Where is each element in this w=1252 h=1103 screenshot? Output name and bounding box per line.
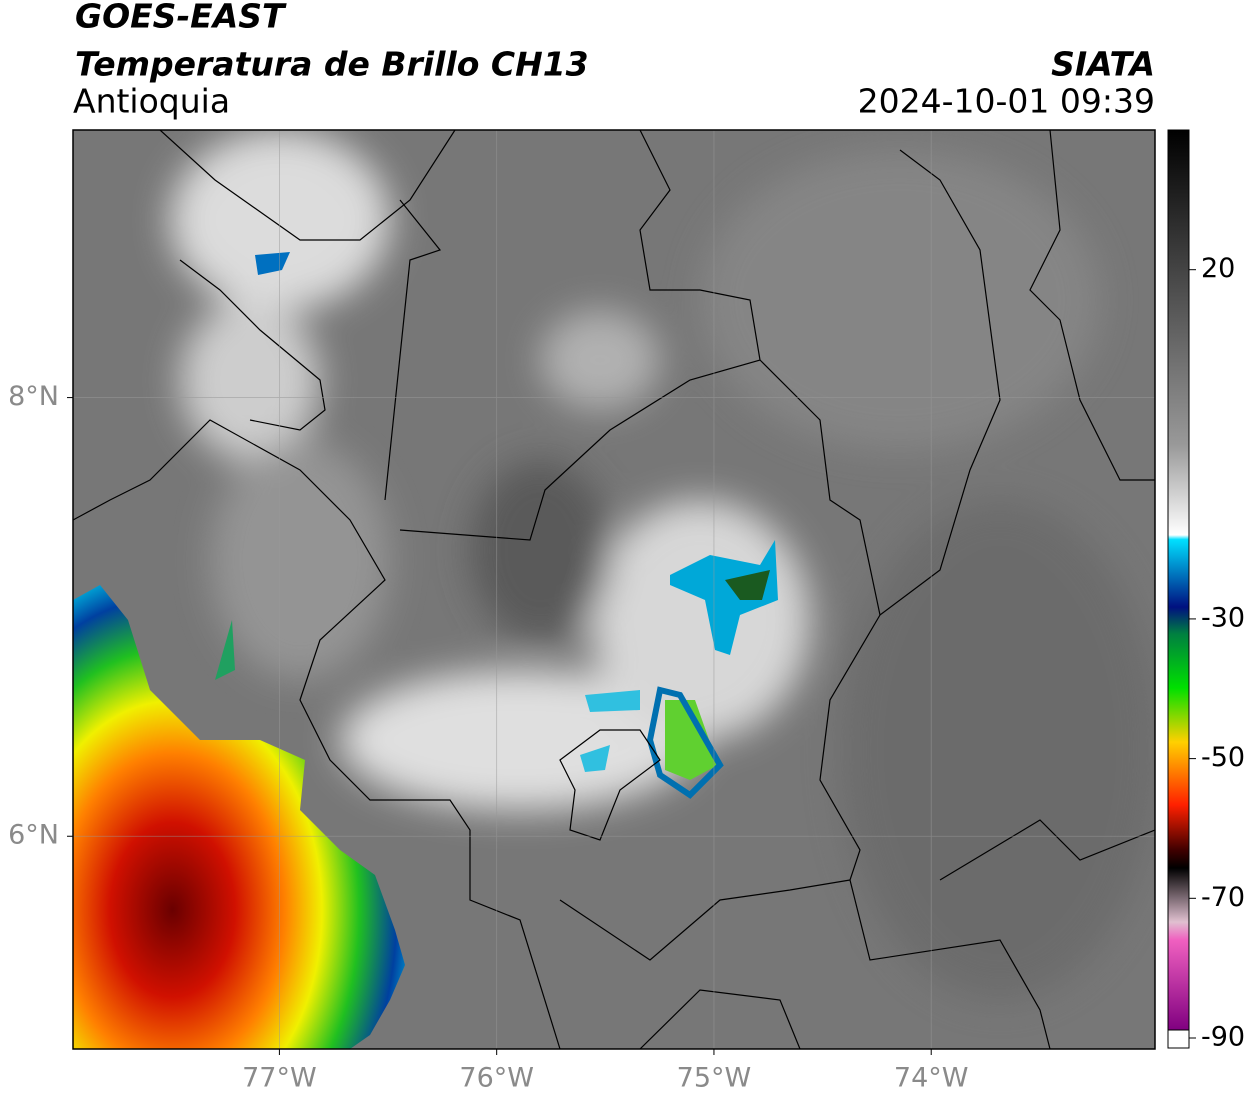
- datetime: 2024-10-01 09:39: [858, 82, 1155, 121]
- map-frame: [72, 129, 1156, 1050]
- y-tick-label: 6°N: [8, 820, 59, 851]
- y-tick-label: 8°N: [8, 381, 59, 412]
- colorbar-under: [1167, 1029, 1190, 1049]
- agency: SIATA: [1051, 45, 1155, 84]
- x-tick-label: 77°W: [242, 1063, 317, 1094]
- y-axis: 6°N 8°N: [8, 381, 73, 851]
- colorbar-tick-label: -30: [1201, 602, 1245, 633]
- region: Antioquia: [73, 82, 230, 121]
- colorbar-frame: [1167, 129, 1190, 1031]
- x-tick-label: 76°W: [459, 1063, 534, 1094]
- x-tick-label: 75°W: [677, 1063, 752, 1094]
- colorbar-ticks: 20 -30 -50 -70 -90: [1189, 253, 1245, 1053]
- product: Temperatura de Brillo CH13: [75, 45, 589, 84]
- satellite: GOES-EAST: [75, 0, 287, 36]
- x-axis: 77°W 76°W 75°W 74°W: [242, 1049, 968, 1094]
- colorbar: [1168, 130, 1189, 1030]
- map-image: [73, 130, 1155, 1049]
- colorbar-tick-label: -70: [1201, 882, 1245, 913]
- colorbar-tick-label: 20: [1201, 253, 1235, 284]
- colorbar-tick-label: -90: [1201, 1022, 1245, 1053]
- graticule: [73, 130, 1155, 1049]
- x-tick-label: 74°W: [894, 1063, 969, 1094]
- colorbar-tick-label: -50: [1201, 742, 1245, 773]
